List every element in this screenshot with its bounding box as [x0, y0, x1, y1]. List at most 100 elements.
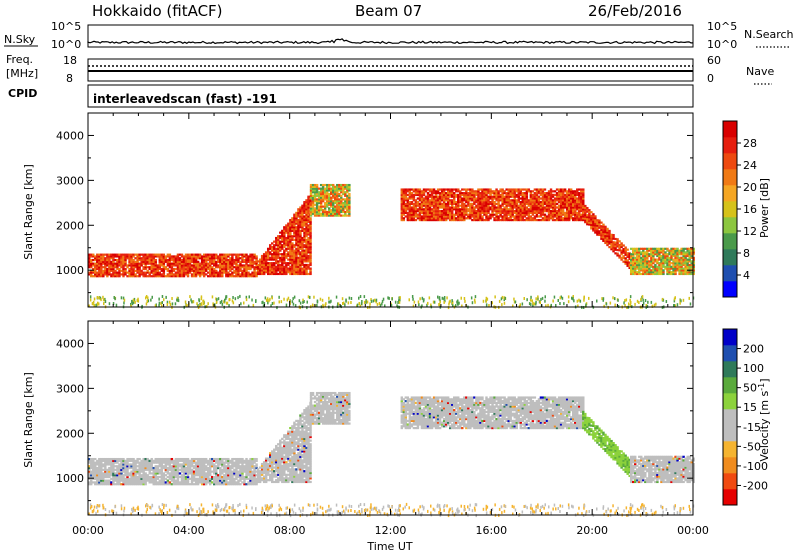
heatmap-cell: [122, 474, 125, 477]
heatmap-cell: [297, 226, 300, 229]
heatmap-cell: [668, 269, 671, 272]
heatmap-cell: [277, 254, 280, 258]
heatmap-cell: [606, 231, 609, 234]
heatmap-cell: [666, 249, 669, 252]
heatmap-cell: [640, 260, 643, 263]
heatmap-cell: [616, 241, 619, 244]
heatmap-cell: [279, 267, 282, 270]
heatmap-cell: [178, 262, 182, 265]
heatmap-cell: [479, 188, 482, 191]
heatmap-cell: [325, 191, 329, 194]
heatmap-cell: [438, 217, 442, 220]
heatmap-cell: [664, 265, 667, 268]
heatmap-cell: [336, 207, 339, 210]
heatmap-cell: [578, 197, 581, 200]
heatmap-cell: [576, 193, 579, 197]
heatmap-cell: [215, 275, 218, 278]
heatmap-cell: [122, 255, 125, 258]
heatmap-cell: [332, 209, 335, 212]
heatmap-cell: [299, 222, 302, 225]
heatmap-cell: [346, 198, 349, 201]
heatmap-speckle: [438, 296, 441, 300]
heatmap-cell: [301, 256, 304, 259]
heatmap-cell: [255, 260, 258, 263]
heatmap-cell: [122, 483, 125, 486]
heatmap-cell: [642, 247, 645, 250]
heatmap-cell: [430, 192, 434, 195]
heatmap-cell: [275, 254, 278, 258]
y-tick-label: 3000: [56, 174, 84, 187]
heatmap-cell: [648, 263, 651, 267]
heatmap-speckle: [228, 298, 230, 302]
heatmap-cell: [563, 213, 567, 216]
heatmap-cell: [146, 475, 149, 479]
heatmap-cell: [269, 262, 272, 265]
heatmap-cell: [440, 210, 444, 213]
heatmap-cell: [299, 272, 302, 276]
heatmap-cell: [432, 202, 436, 206]
heatmap-cell: [451, 217, 454, 220]
heatmap-cell: [311, 198, 315, 201]
heatmap-cell: [428, 206, 432, 209]
heatmap-cell: [116, 262, 119, 265]
heatmap-cell: [444, 202, 448, 206]
heatmap-cell: [112, 470, 115, 473]
heatmap-cell: [614, 248, 617, 251]
heatmap-speckle: [359, 295, 362, 298]
heatmap-cell: [668, 258, 671, 261]
heatmap-cell: [614, 237, 617, 241]
heatmap-cell: [513, 215, 516, 218]
heatmap-cell: [116, 267, 119, 271]
heatmap-cell: [340, 203, 343, 206]
heatmap-cell: [497, 195, 500, 198]
heatmap-cell: [275, 249, 278, 252]
heatmap-cell: [461, 218, 464, 222]
heatmap-cell: [650, 253, 653, 256]
heatmap-cell: [178, 258, 182, 262]
heatmap-cell: [533, 202, 537, 206]
heatmap-cell: [563, 190, 567, 193]
heatmap-cell: [148, 257, 151, 260]
heatmap-cell: [108, 266, 111, 269]
heatmap-cell: [299, 247, 302, 250]
heatmap-cell: [315, 191, 319, 194]
heatmap-cell: [309, 203, 313, 206]
heatmap-cell: [114, 457, 117, 461]
heatmap-cell: [646, 262, 649, 265]
heatmap-cell: [567, 197, 571, 200]
heatmap-cell: [206, 267, 210, 271]
heatmap-cell: [217, 257, 220, 260]
heatmap-cell: [289, 245, 292, 249]
heatmap-cell: [444, 199, 448, 202]
heatmap-cell: [277, 256, 280, 259]
colorbar-segment: [723, 201, 737, 218]
heatmap-cell: [576, 188, 579, 191]
heatmap-speckle: [245, 298, 248, 302]
heatmap-cell: [293, 218, 296, 222]
heatmap-cell: [106, 267, 109, 271]
heatmap-cell: [632, 247, 635, 250]
heatmap-cell: [94, 461, 97, 464]
heatmap-cell: [162, 258, 166, 262]
heatmap-cell: [289, 231, 292, 234]
heatmap-cell: [305, 226, 308, 229]
heatmap-speckle: [145, 302, 148, 306]
heatmap-cell: [186, 267, 190, 271]
heatmap-cell: [545, 204, 549, 207]
heatmap-cell: [541, 201, 545, 204]
heatmap-cell: [112, 461, 115, 464]
heatmap-cell: [289, 236, 292, 240]
heatmap-cell: [471, 208, 474, 211]
heatmap-cell: [644, 269, 647, 272]
heatmap-cell: [348, 214, 351, 217]
heatmap-cell: [266, 265, 270, 268]
heatmap-speckle: [286, 298, 289, 302]
heatmap-cell: [211, 275, 214, 278]
heatmap-cell: [658, 249, 661, 252]
heatmap-cell: [319, 200, 323, 203]
heatmap-cell: [162, 264, 166, 267]
heatmap-cell: [206, 258, 210, 262]
heatmap-cell: [156, 266, 159, 269]
heatmap-cell: [344, 214, 347, 217]
heatmap-cell: [291, 224, 294, 227]
